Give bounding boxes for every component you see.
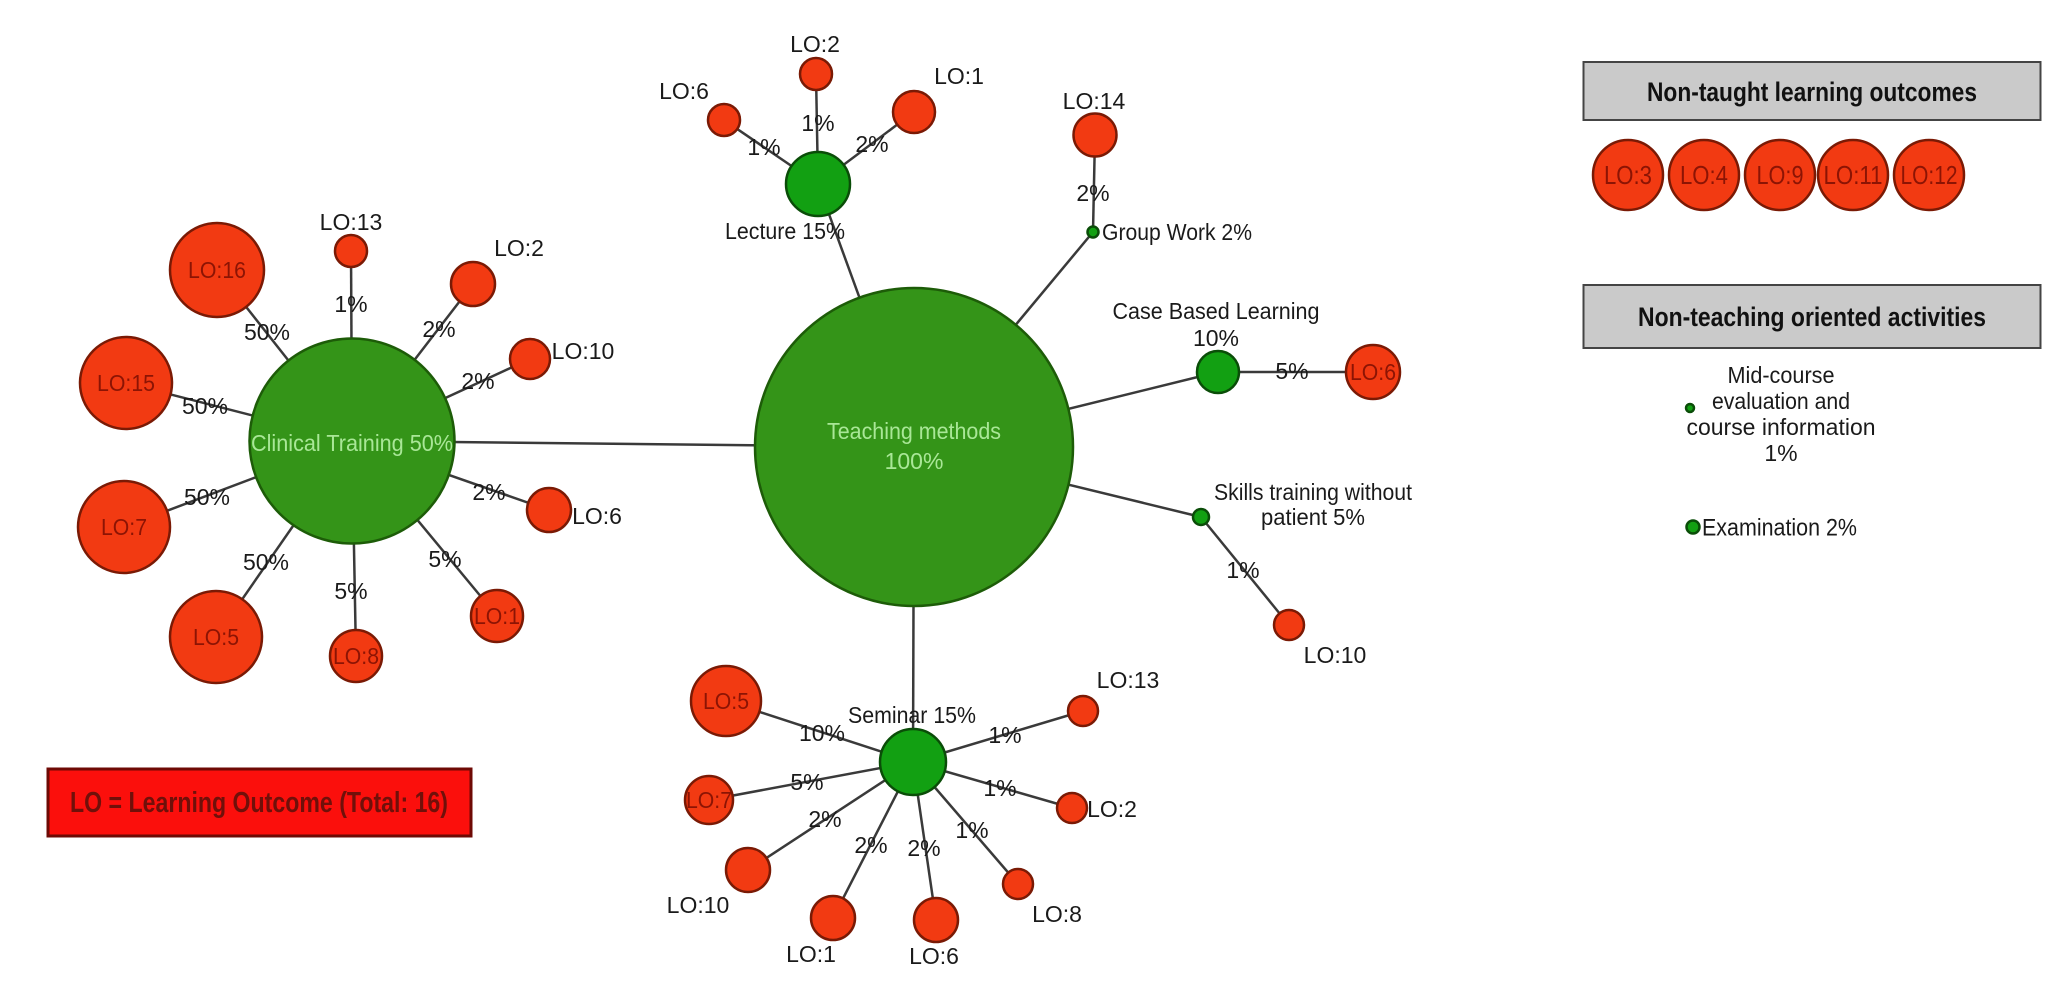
svg-text:100%: 100% [885,448,944,474]
svg-text:LO:11: LO:11 [1824,160,1883,190]
svg-text:Skills training without: Skills training without [1214,479,1413,505]
svg-text:evaluation and: evaluation and [1712,388,1850,414]
svg-text:LO:7: LO:7 [686,787,732,813]
svg-text:10%: 10% [799,720,845,746]
svg-text:1%: 1% [1764,440,1797,466]
svg-text:LO:8: LO:8 [1032,901,1082,927]
svg-text:10%: 10% [1193,325,1239,351]
svg-text:LO:10: LO:10 [552,338,615,364]
svg-text:Mid-course: Mid-course [1728,362,1835,388]
svg-text:1%: 1% [801,110,834,136]
svg-text:2%: 2% [1076,180,1109,206]
svg-text:1%: 1% [988,722,1021,748]
svg-text:Group Work 2%: Group Work 2% [1102,219,1252,245]
svg-text:Lecture 15%: Lecture 15% [725,218,845,244]
svg-text:1%: 1% [747,134,780,160]
svg-text:LO:10: LO:10 [1304,642,1367,668]
svg-text:LO:15: LO:15 [97,370,155,396]
svg-text:LO:9: LO:9 [1757,160,1804,190]
svg-text:50%: 50% [244,319,290,345]
svg-text:1%: 1% [334,291,367,317]
svg-text:LO = Learning Outcome (Total:: LO = Learning Outcome (Total: 16) [70,787,448,819]
svg-text:LO:3: LO:3 [1604,160,1652,190]
svg-text:Clinical Training 50%: Clinical Training 50% [251,430,453,456]
svg-text:LO:6: LO:6 [572,503,622,529]
svg-text:LO:13: LO:13 [320,209,383,235]
svg-text:5%: 5% [1275,358,1308,384]
svg-text:course information: course information [1687,414,1876,440]
svg-text:50%: 50% [184,484,230,510]
svg-text:LO:10: LO:10 [667,892,730,918]
svg-text:5%: 5% [334,578,367,604]
svg-text:Case Based Learning: Case Based Learning [1113,298,1320,324]
svg-text:LO:5: LO:5 [703,688,749,714]
svg-text:2%: 2% [472,479,505,505]
svg-text:LO:12: LO:12 [1901,160,1958,190]
svg-text:LO:6: LO:6 [659,78,709,104]
svg-text:LO:4: LO:4 [1680,160,1728,190]
svg-text:2%: 2% [855,131,888,157]
svg-text:LO:7: LO:7 [101,514,147,540]
svg-text:LO:13: LO:13 [1097,667,1160,693]
svg-text:LO:14: LO:14 [1063,88,1126,114]
svg-text:1%: 1% [955,817,988,843]
svg-text:5%: 5% [790,769,823,795]
svg-text:1%: 1% [983,775,1016,801]
svg-text:LO:2: LO:2 [1087,796,1137,822]
svg-text:Examination 2%: Examination 2% [1702,515,1857,542]
svg-text:LO:8: LO:8 [333,643,379,669]
svg-text:LO:5: LO:5 [193,624,239,650]
svg-text:LO:2: LO:2 [494,235,544,261]
svg-text:LO:6: LO:6 [1350,359,1396,385]
svg-text:2%: 2% [854,832,887,858]
svg-text:2%: 2% [461,368,494,394]
svg-text:LO:1: LO:1 [934,63,984,89]
svg-text:50%: 50% [243,549,289,575]
svg-text:2%: 2% [422,316,455,342]
svg-text:Non-teaching oriented activiti: Non-teaching oriented activities [1638,302,1986,332]
svg-text:5%: 5% [428,546,461,572]
svg-text:LO:2: LO:2 [790,31,840,57]
svg-text:Teaching methods: Teaching methods [827,418,1001,444]
svg-text:2%: 2% [808,806,841,832]
svg-text:1%: 1% [1226,557,1259,583]
svg-text:LO:16: LO:16 [188,257,246,283]
svg-text:LO:1: LO:1 [786,941,836,967]
svg-text:LO:6: LO:6 [909,943,959,969]
svg-text:patient 5%: patient 5% [1261,504,1365,530]
svg-text:50%: 50% [182,393,228,419]
svg-text:LO:1: LO:1 [474,603,520,629]
svg-text:2%: 2% [907,835,940,861]
svg-text:Non-taught learning outcomes: Non-taught learning outcomes [1647,77,1977,107]
svg-text:Seminar 15%: Seminar 15% [848,702,976,728]
